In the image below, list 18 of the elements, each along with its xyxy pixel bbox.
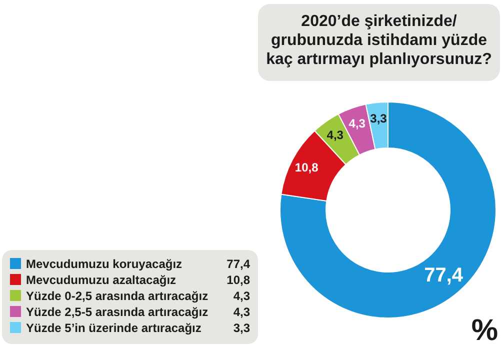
text: 4,3 bbox=[233, 289, 250, 303]
legend-label: Yüzde 2,5-5 arasında artıracağız bbox=[26, 305, 208, 319]
legend-label: Yüzde 0-2,5 arasında artıracağız bbox=[26, 289, 208, 303]
data-label: 4,3 bbox=[348, 116, 366, 131]
donut-slice bbox=[280, 102, 496, 318]
text: 3,3 bbox=[233, 321, 250, 335]
text: 4,3 bbox=[233, 305, 250, 319]
text: % bbox=[471, 314, 498, 347]
data-label: 4,3 bbox=[326, 128, 344, 142]
data-label: 77,4 bbox=[424, 264, 464, 286]
legend-label: Yüzde 5’in üzerinde artıracağız bbox=[26, 321, 202, 335]
text: 77,4 bbox=[226, 257, 250, 271]
chart-title: 2020’de şirketinizde/ grubunuzda istihdamı yüzde kaç artırmayı planlıyorsunuz? bbox=[266, 13, 492, 68]
legend-label: Mevcudumuzu koruyacağız bbox=[26, 257, 182, 271]
data-label: 3,3 bbox=[370, 112, 388, 126]
data-label: 10,8 bbox=[294, 160, 319, 174]
legend-label: Mevcudumuzu azaltacağız bbox=[26, 273, 176, 287]
text: 10,8 bbox=[226, 273, 250, 287]
